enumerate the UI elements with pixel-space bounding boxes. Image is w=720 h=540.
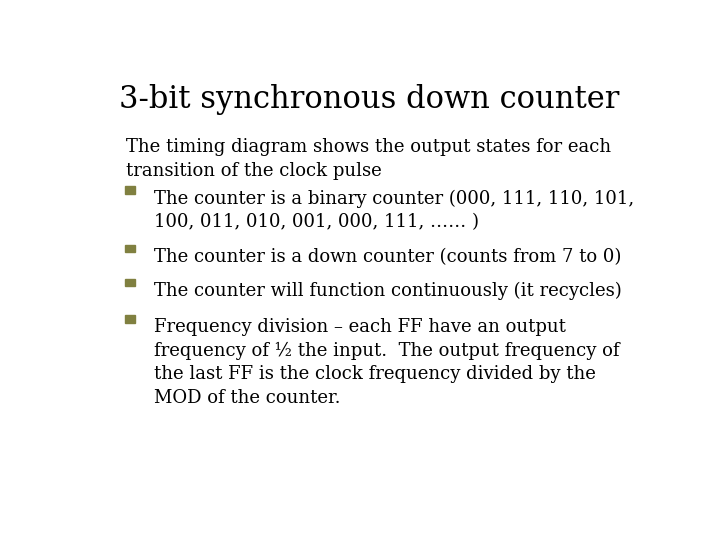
- FancyBboxPatch shape: [125, 186, 135, 194]
- Text: The counter is a down counter (counts from 7 to 0): The counter is a down counter (counts fr…: [154, 248, 621, 266]
- Text: 3-bit synchronous down counter: 3-bit synchronous down counter: [119, 84, 619, 114]
- FancyBboxPatch shape: [125, 279, 135, 286]
- Text: The counter will function continuously (it recycles): The counter will function continuously (…: [154, 282, 622, 300]
- FancyBboxPatch shape: [125, 315, 135, 323]
- Text: The timing diagram shows the output states for each
transition of the clock puls: The timing diagram shows the output stat…: [126, 138, 611, 180]
- Text: Frequency division – each FF have an output
frequency of ½ the input.  The outpu: Frequency division – each FF have an out…: [154, 319, 620, 407]
- FancyBboxPatch shape: [125, 245, 135, 252]
- Text: The counter is a binary counter (000, 111, 110, 101,
100, 011, 010, 001, 000, 11: The counter is a binary counter (000, 11…: [154, 190, 634, 231]
